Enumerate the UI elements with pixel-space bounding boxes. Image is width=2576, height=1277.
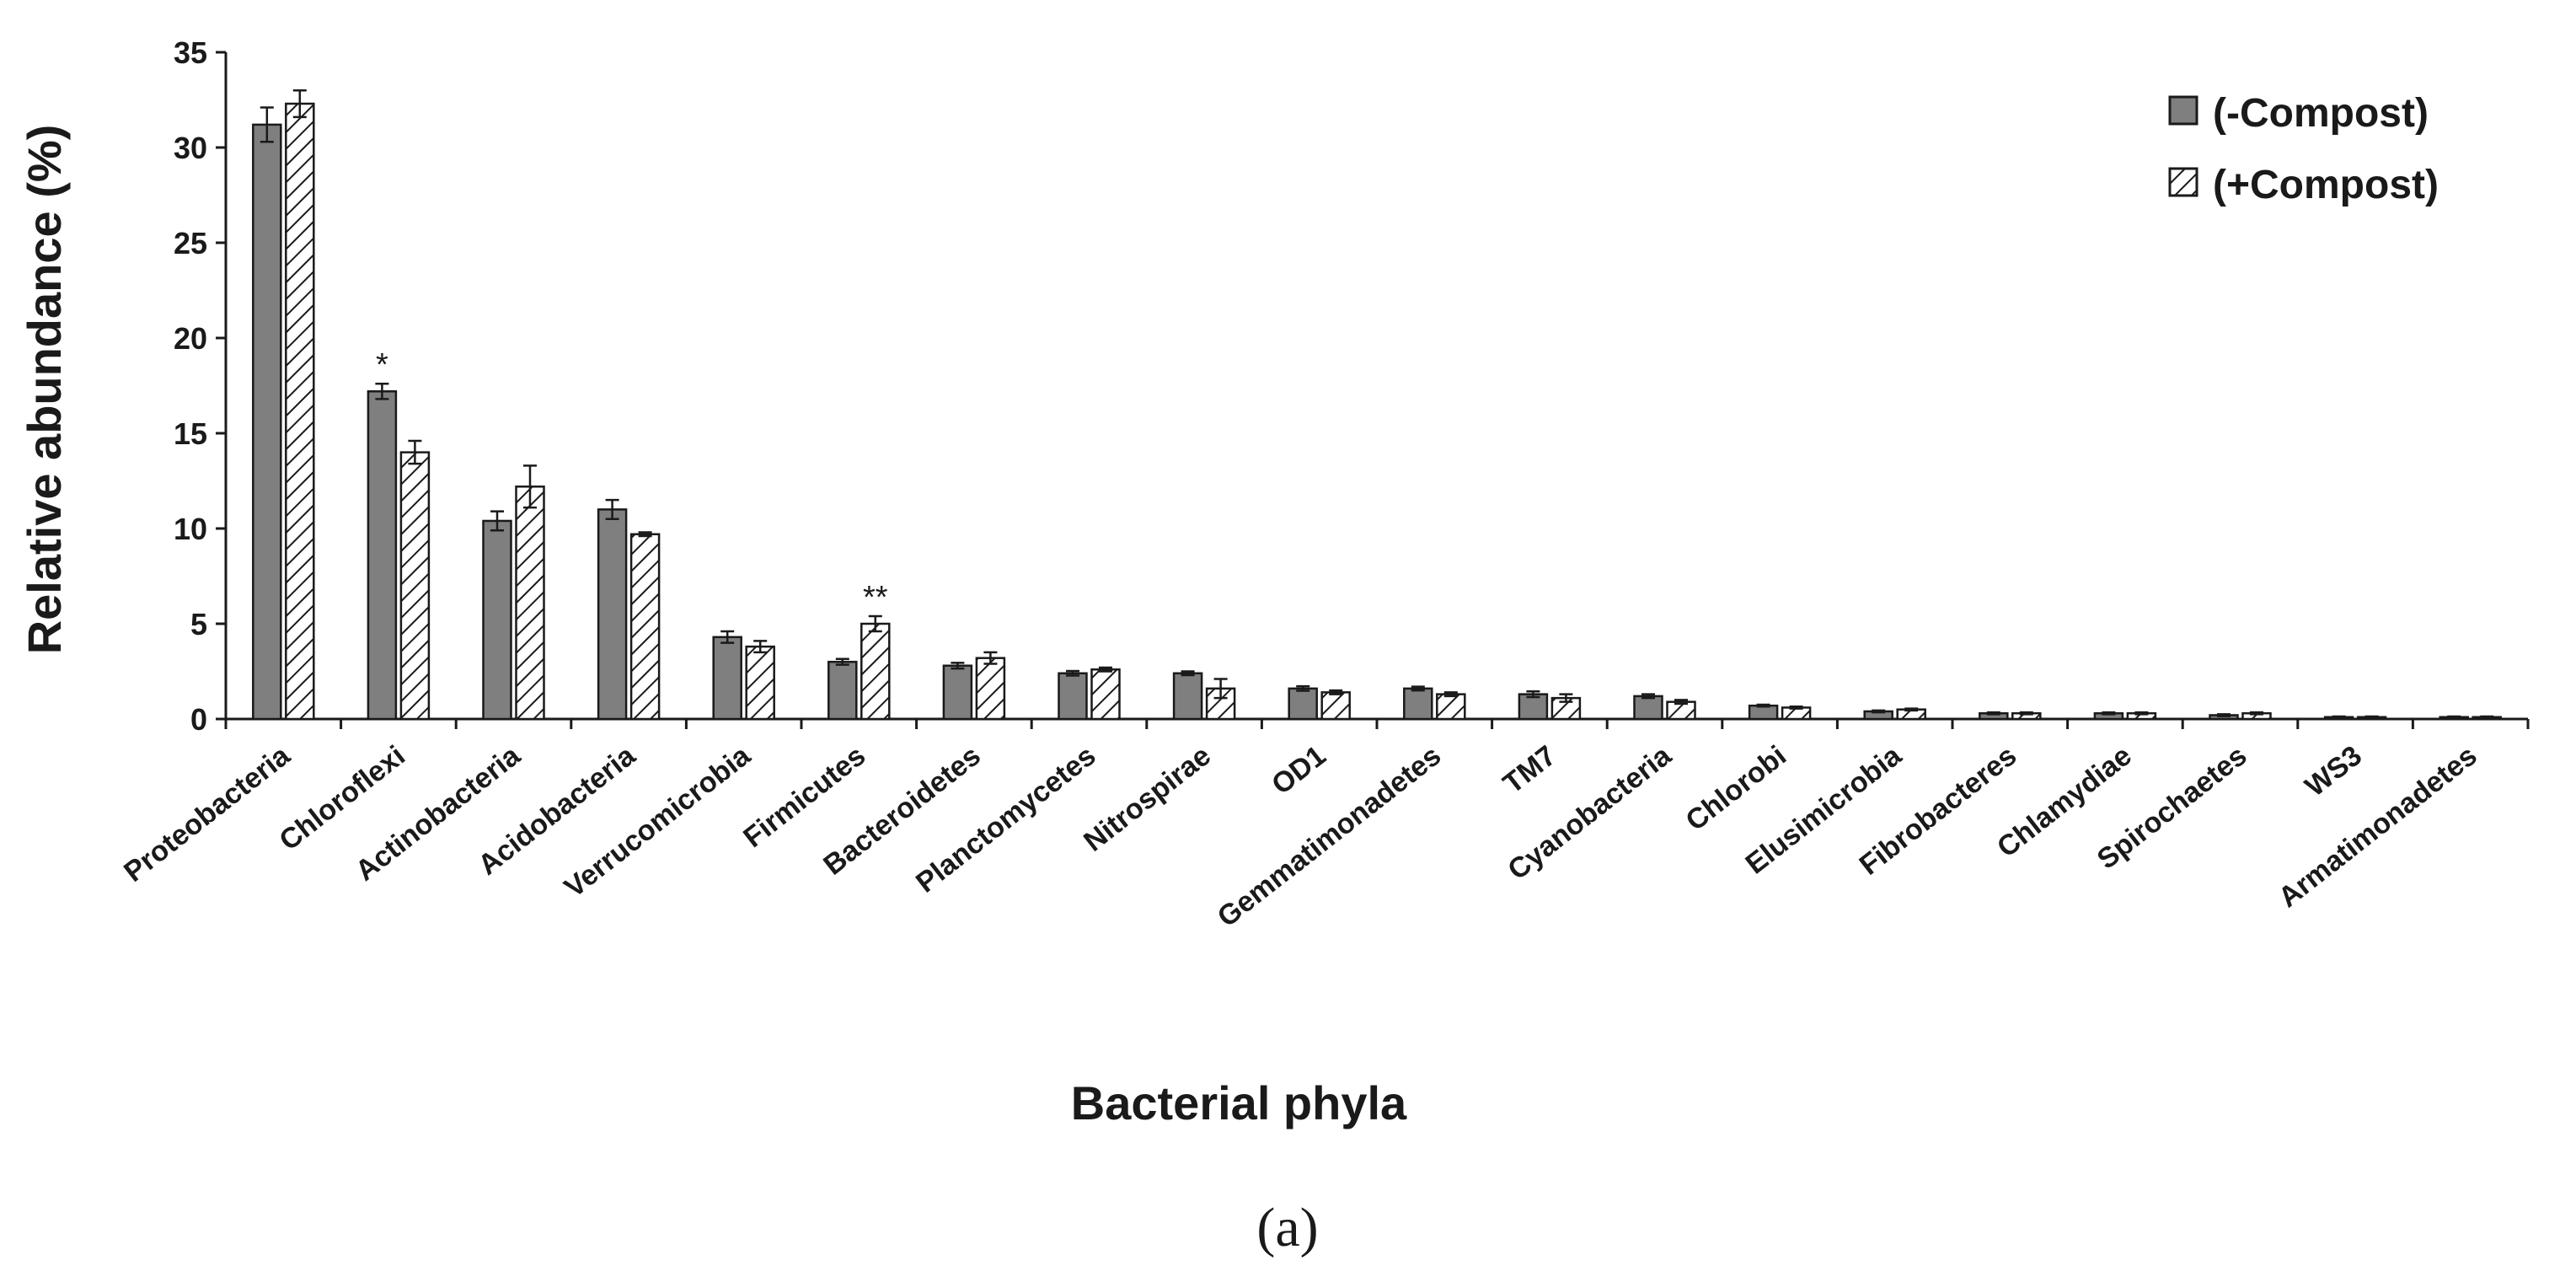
x-tick-label: Gemmatimonadetes: [1212, 739, 1447, 933]
bar-actinobacteria-minus-compost: [482, 519, 512, 721]
x-tick-label: WS3: [2300, 739, 2368, 802]
bar-firmicutes-plus-compost: [860, 622, 891, 721]
bar-verrucomicrobia-plus-compost: [745, 645, 775, 721]
legend-label-minus-compost: (-Compost): [2213, 91, 2429, 136]
y-tick-label: 25: [174, 226, 207, 260]
bar-planctomycetes-plus-compost: [1090, 668, 1121, 721]
legend-swatch-plus-compost: [2168, 167, 2198, 197]
bar-proteobacteria-plus-compost: [285, 102, 315, 721]
x-tick-label: Nitrospirae: [1078, 739, 1217, 857]
x-tick-label: Verrucomicrobia: [559, 739, 758, 904]
legend: (-Compost) (+Compost): [2168, 91, 2439, 207]
bar-gemmatimonadetes-minus-compost: [1403, 687, 1433, 721]
bar-acidobacteria-minus-compost: [597, 508, 628, 721]
bar-firmicutes-minus-compost: [827, 660, 858, 721]
bar-planctomycetes-minus-compost: [1058, 672, 1088, 721]
y-tick-label: 0: [190, 702, 207, 737]
x-tick-label: TM7: [1497, 739, 1562, 800]
y-tick-label: 35: [174, 35, 207, 70]
bar-verrucomicrobia-minus-compost: [712, 636, 742, 721]
bar-bacteroidetes-minus-compost: [942, 664, 973, 721]
y-tick-label: 30: [174, 131, 207, 165]
bar-gemmatimonadetes-plus-compost: [1436, 693, 1466, 721]
bar-proteobacteria-minus-compost: [252, 123, 282, 721]
x-tick-label: Armatimonadetes: [2273, 739, 2483, 914]
bar-cyanobacteria-minus-compost: [1633, 695, 1663, 721]
bar-acidobacteria-plus-compost: [629, 533, 661, 721]
y-tick-label: 10: [174, 512, 207, 546]
bar-od1-plus-compost: [1320, 691, 1351, 721]
x-tick-label: OD1: [1266, 739, 1331, 801]
legend-label-plus-compost: (+Compost): [2213, 163, 2439, 207]
significance-marker: *: [376, 347, 388, 383]
x-tick-label: Chlorobi: [1679, 739, 1792, 837]
bar-chloroflexi-plus-compost: [399, 451, 431, 721]
y-tick-label: 20: [174, 321, 207, 356]
y-tick-label: 5: [190, 607, 207, 641]
bar-actinobacteria-plus-compost: [515, 486, 545, 721]
bar-chloroflexi-minus-compost: [367, 390, 398, 721]
panel-label: (a): [1256, 1197, 1318, 1258]
legend-swatch-minus-compost: [2168, 95, 2198, 126]
y-axis-title: Relative abundance (%): [18, 125, 71, 655]
bar-od1-minus-compost: [1288, 687, 1318, 721]
y-tick-label: 15: [174, 416, 207, 451]
x-axis-title: Bacterial phyla: [1071, 1076, 1407, 1129]
x-tick-label: Proteobacteria: [118, 739, 297, 888]
plot-area: 05101520253035ProteobacteriaChloroflexiA…: [118, 35, 2530, 933]
bar-nitrospirae-minus-compost: [1172, 672, 1203, 721]
bar-bacteroidetes-plus-compost: [975, 657, 1006, 721]
significance-marker: **: [863, 580, 888, 615]
